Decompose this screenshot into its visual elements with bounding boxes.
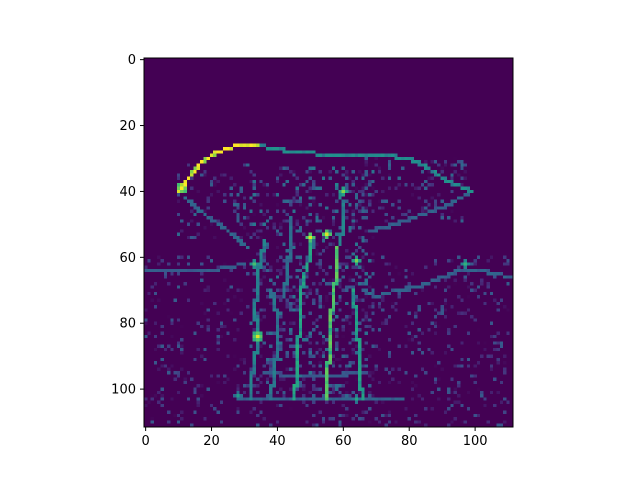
x-tick-label: 0	[142, 434, 150, 449]
y-tick-label: 20	[119, 119, 136, 134]
x-tick-label: 80	[401, 434, 418, 449]
y-axis: 0 20 40 60 80 100	[111, 53, 144, 398]
x-tick-label: 40	[269, 434, 286, 449]
y-tick-label: 80	[119, 317, 136, 332]
plot-frame	[143, 57, 514, 428]
x-tick-label: 20	[203, 434, 220, 449]
x-tick-label: 60	[335, 434, 352, 449]
x-tick-label: 100	[463, 434, 488, 449]
y-tick-label: 0	[128, 53, 136, 68]
y-tick-label: 100	[111, 383, 136, 398]
heatmap-image	[144, 58, 513, 427]
x-axis: 0 20 40 60 80 100	[142, 427, 488, 449]
y-tick-label: 40	[119, 185, 136, 200]
y-tick-label: 60	[119, 251, 136, 266]
